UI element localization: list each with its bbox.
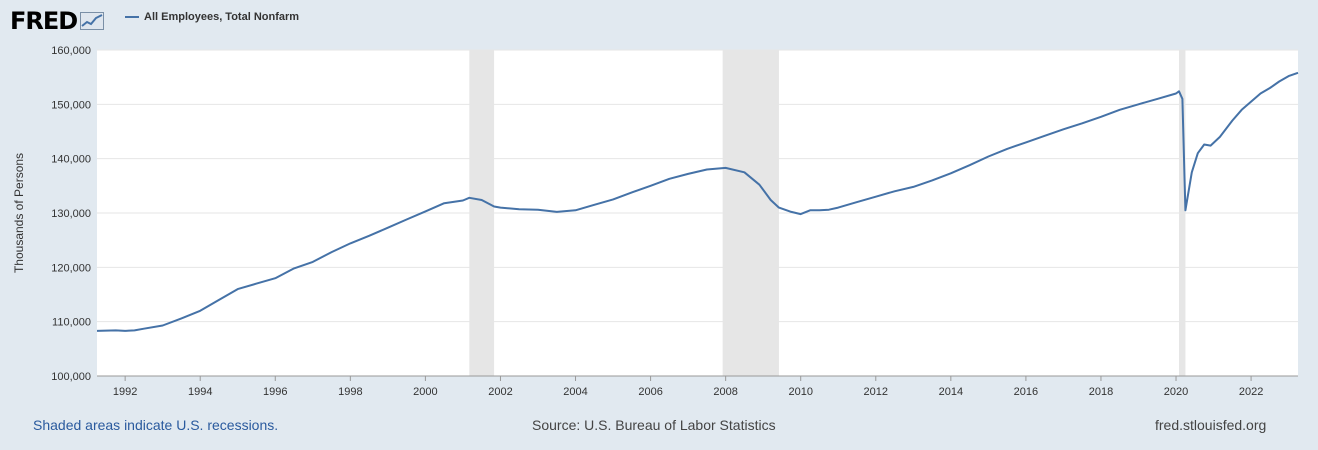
x-tick-label: 1994 [188, 386, 212, 398]
y-axis-label: Thousands of Persons [12, 153, 26, 273]
x-tick-label: 2002 [488, 386, 512, 398]
y-tick-label: 160,000 [51, 45, 91, 57]
x-tick-label: 2004 [563, 386, 587, 398]
line-chart: 100,000 110,000 120,000 130,000 140,000 150,0… [12, 45, 1299, 398]
x-tick-label: 2014 [939, 386, 963, 398]
x-tick-label: 2000 [413, 386, 437, 398]
x-tick-label: 1992 [113, 386, 137, 398]
fred-logo[interactable]: FRED [10, 7, 105, 35]
trend-graph-icon [80, 12, 105, 30]
y-tick-label: 120,000 [51, 262, 91, 274]
x-tick-label: 2022 [1239, 386, 1263, 398]
y-axis-ticks: 100,000 110,000 120,000 130,000 140,000 150,0… [51, 45, 91, 383]
x-tick-label: 2008 [713, 386, 737, 398]
fred-logo-text: FRED [10, 7, 78, 35]
y-tick-label: 150,000 [51, 99, 91, 111]
y-tick-label: 140,000 [51, 154, 91, 166]
x-tick-label: 2012 [864, 386, 888, 398]
recession-note[interactable]: Shaded areas indicate U.S. recessions. [33, 417, 279, 433]
fred-url-link[interactable]: fred.stlouisfed.org [1155, 417, 1267, 433]
x-tick-label: 2010 [788, 386, 812, 398]
y-tick-label: 130,000 [51, 208, 91, 220]
x-axis-ticks: 1992 1994 1996 1998 2000 2002 2004 2006 2008 2010… [97, 375, 1298, 398]
chart-header: FRED All Employees, Total Nonfarm [0, 0, 1318, 40]
source-note: Source: U.S. Bureau of Labor Statistics [532, 417, 776, 433]
chart-legend: All Employees, Total Nonfarm [125, 11, 299, 23]
x-tick-label: 2016 [1014, 386, 1038, 398]
legend-line-swatch [125, 16, 139, 18]
x-tick-label: 1996 [263, 386, 287, 398]
x-tick-label: 2006 [638, 386, 662, 398]
x-tick-label: 2018 [1089, 386, 1113, 398]
series-layer [96, 71, 1299, 332]
x-tick-label: 1998 [338, 386, 362, 398]
gridlines [97, 49, 1298, 377]
series-line-0 [96, 71, 1299, 332]
x-tick-label: 2020 [1164, 386, 1188, 398]
y-tick-label: 110,000 [52, 317, 91, 329]
legend-series-label: All Employees, Total Nonfarm [144, 11, 300, 23]
y-tick-label: 100,000 [51, 371, 91, 383]
